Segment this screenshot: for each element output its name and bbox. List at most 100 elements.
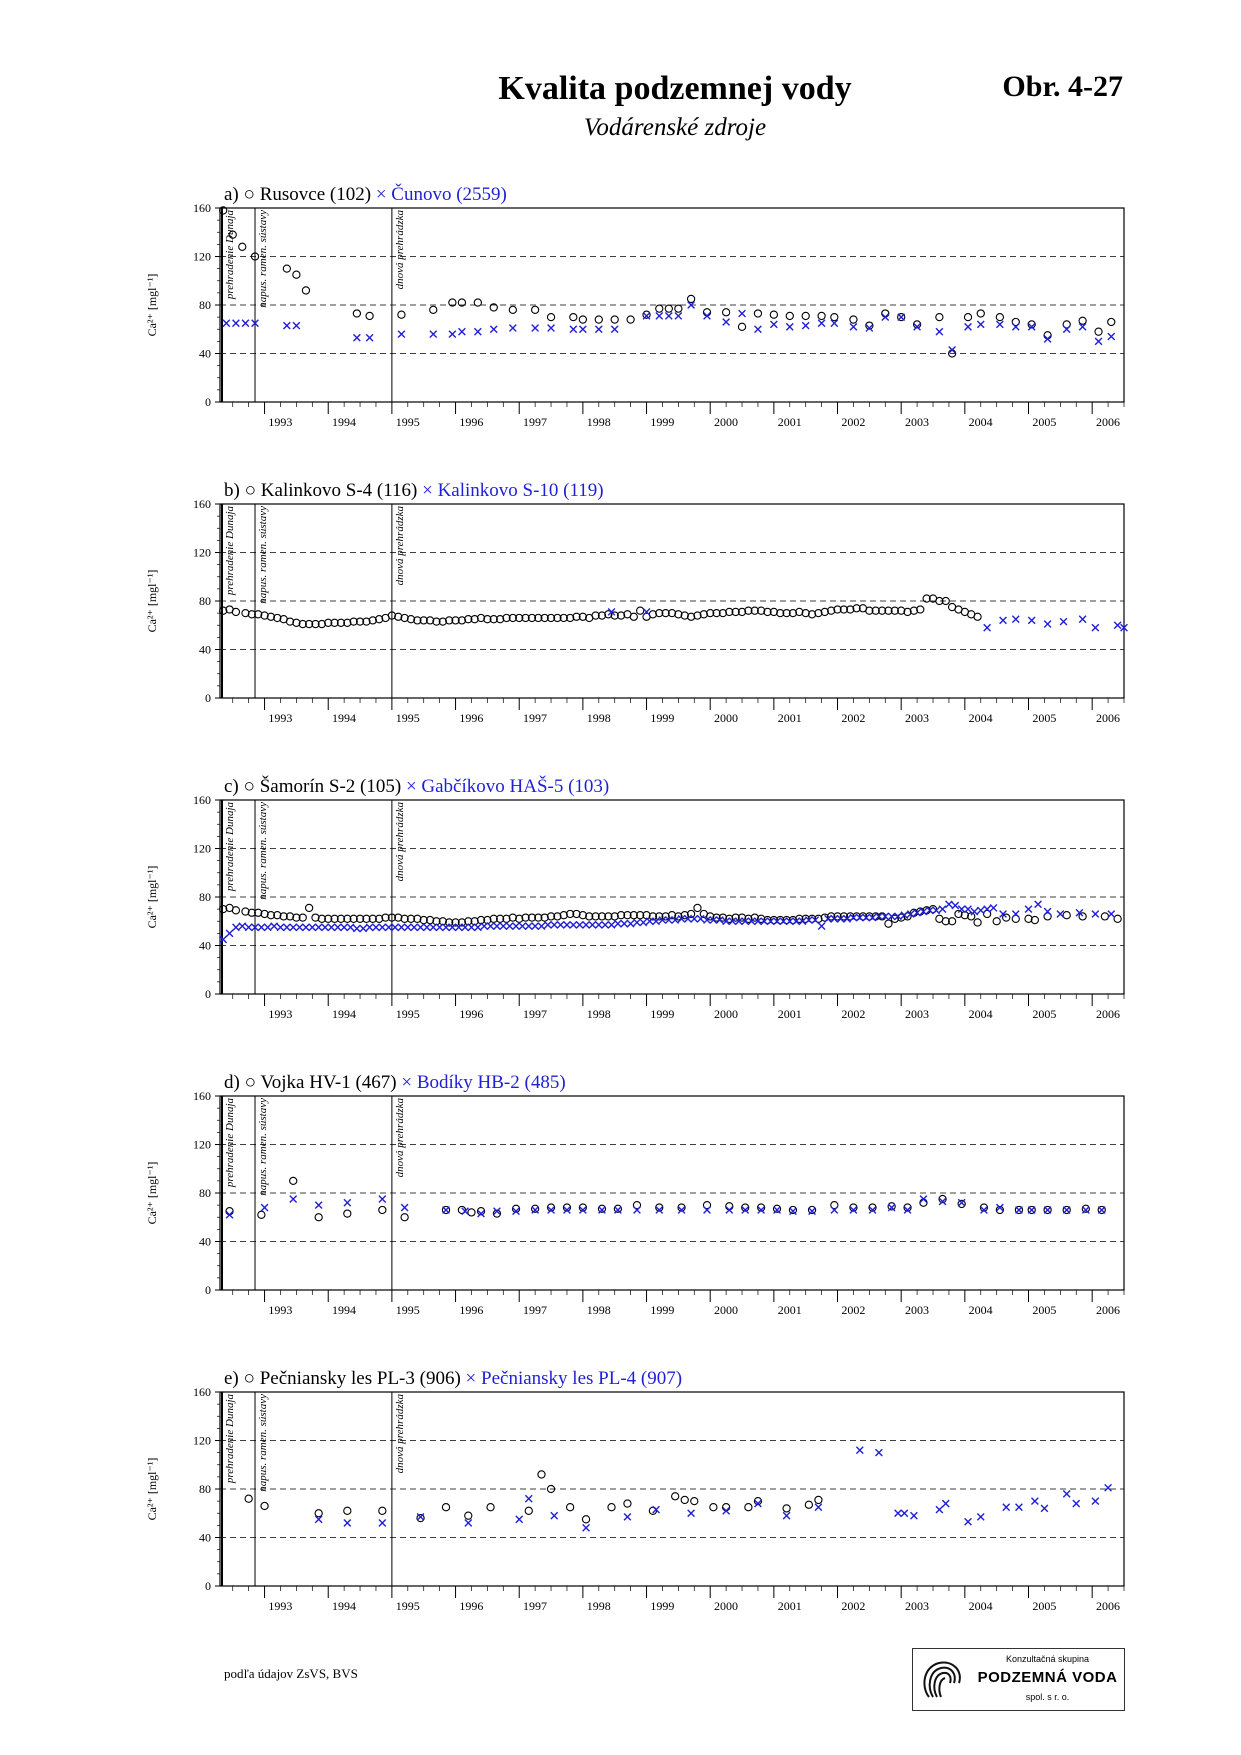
x-tick-label: 2005 — [1032, 1303, 1056, 1317]
chart-legend: b) ○ Kalinkovo S-4 (116) × Kalinkovo S-1… — [224, 480, 604, 501]
data-point-x — [875, 1448, 883, 1457]
data-point-x — [292, 321, 301, 330]
data-point-circle — [546, 613, 556, 623]
event-label: prehradenie Dunaja — [224, 210, 236, 301]
data-point-x — [219, 935, 228, 944]
data-point-x — [276, 923, 285, 932]
data-point-circle — [546, 912, 556, 921]
data-point-circle — [636, 911, 645, 920]
data-point-circle — [473, 298, 482, 307]
y-tick-label: 80 — [199, 594, 211, 608]
legend-series-1: ○ Kalinkovo S-4 (116) — [245, 480, 423, 501]
data-point-x — [910, 1511, 918, 1520]
data-point-x — [1094, 337, 1103, 346]
data-point-x — [569, 920, 578, 929]
data-point-x — [817, 922, 826, 930]
data-point-circle — [957, 1199, 966, 1209]
data-point-circle — [623, 911, 632, 920]
data-point-x — [314, 1515, 323, 1524]
data-point-circle — [394, 612, 403, 621]
data-point-circle — [231, 607, 241, 617]
data-point-x — [1027, 616, 1036, 625]
data-point-circle — [1030, 915, 1040, 925]
x-tick-label: 1994 — [332, 1599, 356, 1613]
data-point-circle — [585, 912, 594, 921]
data-point-x — [314, 923, 323, 932]
data-point-circle — [416, 1513, 425, 1523]
data-point-circle — [827, 912, 836, 921]
data-point-circle — [865, 606, 874, 615]
data-point-circle — [400, 1213, 409, 1222]
data-point-x — [957, 905, 966, 914]
data-point-circle — [610, 315, 619, 324]
data-point-x — [1059, 617, 1068, 626]
data-point-circle — [702, 308, 712, 317]
data-point-x — [976, 320, 985, 329]
data-point-circle — [1011, 317, 1020, 327]
data-point-x — [738, 309, 746, 318]
data-point-circle — [636, 606, 645, 615]
data-point-x — [416, 923, 425, 932]
data-point-circle — [397, 310, 406, 319]
data-point-x — [289, 1195, 298, 1203]
chart-panel-c: c) ○ Šamorín S-2 (105) × Gabčíkovo HAŠ-5… — [145, 775, 1125, 1021]
data-point-x — [995, 320, 1004, 329]
data-point-circle — [709, 1503, 718, 1512]
data-point-x — [887, 1203, 896, 1212]
data-point-circle — [680, 611, 689, 620]
data-point-x — [995, 1203, 1004, 1212]
data-point-circle — [292, 618, 301, 627]
y-tick-label: 40 — [199, 1531, 211, 1545]
data-point-circle — [502, 914, 511, 923]
event-label: dnová prehrádzka — [394, 210, 406, 290]
data-point-x — [1002, 1503, 1011, 1512]
data-point-x — [416, 1512, 425, 1521]
data-point-circle — [830, 312, 839, 322]
chart-panel-a: a) ○ Rusovce (102) × Čunovo (2559) 0 40 80 1… — [145, 183, 1125, 429]
y-tick-label: 0 — [205, 987, 211, 1001]
data-point-x — [769, 320, 778, 329]
data-point-x — [1011, 615, 1020, 624]
x-tick-label: 2002 — [841, 711, 865, 725]
data-point-circle — [887, 1202, 896, 1211]
data-point-x — [913, 908, 921, 917]
data-point-x — [295, 923, 304, 932]
data-point-x — [645, 917, 654, 926]
chart-panel-e: e) ○ Pečniansky les PL-3 (906) × Pečnian… — [145, 1368, 1125, 1613]
data-point-circle — [285, 912, 295, 921]
data-point-circle — [343, 618, 352, 627]
data-point-x — [999, 910, 1007, 918]
data-point-circle — [1043, 1205, 1052, 1215]
data-point-circle — [1097, 1205, 1106, 1215]
data-point-circle — [629, 911, 638, 920]
x-tick-label: 2003 — [905, 415, 929, 429]
data-point-x — [970, 907, 979, 916]
legend-series-1: ○ Šamorín S-2 (105) — [244, 775, 406, 797]
y-tick-label: 40 — [199, 643, 211, 657]
data-point-x — [935, 1505, 944, 1514]
data-point-x — [935, 327, 944, 336]
data-point-circle — [413, 616, 422, 625]
data-point-circle — [897, 312, 906, 322]
data-point-circle — [756, 1203, 766, 1212]
legend-series-2: × Kalinkovo S-10 (119) — [422, 480, 604, 501]
data-point-circle — [429, 305, 438, 315]
data-point-x — [458, 327, 466, 336]
data-point-circle — [457, 298, 467, 307]
data-point-x — [613, 1206, 622, 1214]
data-point-circle — [769, 310, 779, 319]
data-point-circle — [776, 608, 785, 618]
data-point-x — [1062, 1206, 1071, 1214]
data-point-circle — [559, 613, 568, 623]
series-1 — [225, 1176, 1106, 1222]
data-point-x — [983, 905, 992, 914]
data-point-circle — [686, 909, 696, 919]
data-point-circle — [744, 606, 753, 615]
data-point-x — [308, 923, 317, 932]
x-tick-label: 1996 — [459, 711, 483, 725]
y-tick-label: 40 — [199, 347, 211, 361]
legend-series-2: × Bodíky HB-2 (485) — [401, 1072, 565, 1093]
data-point-x — [906, 910, 915, 918]
x-tick-label: 2006 — [1096, 415, 1120, 429]
data-point-x — [613, 919, 622, 928]
